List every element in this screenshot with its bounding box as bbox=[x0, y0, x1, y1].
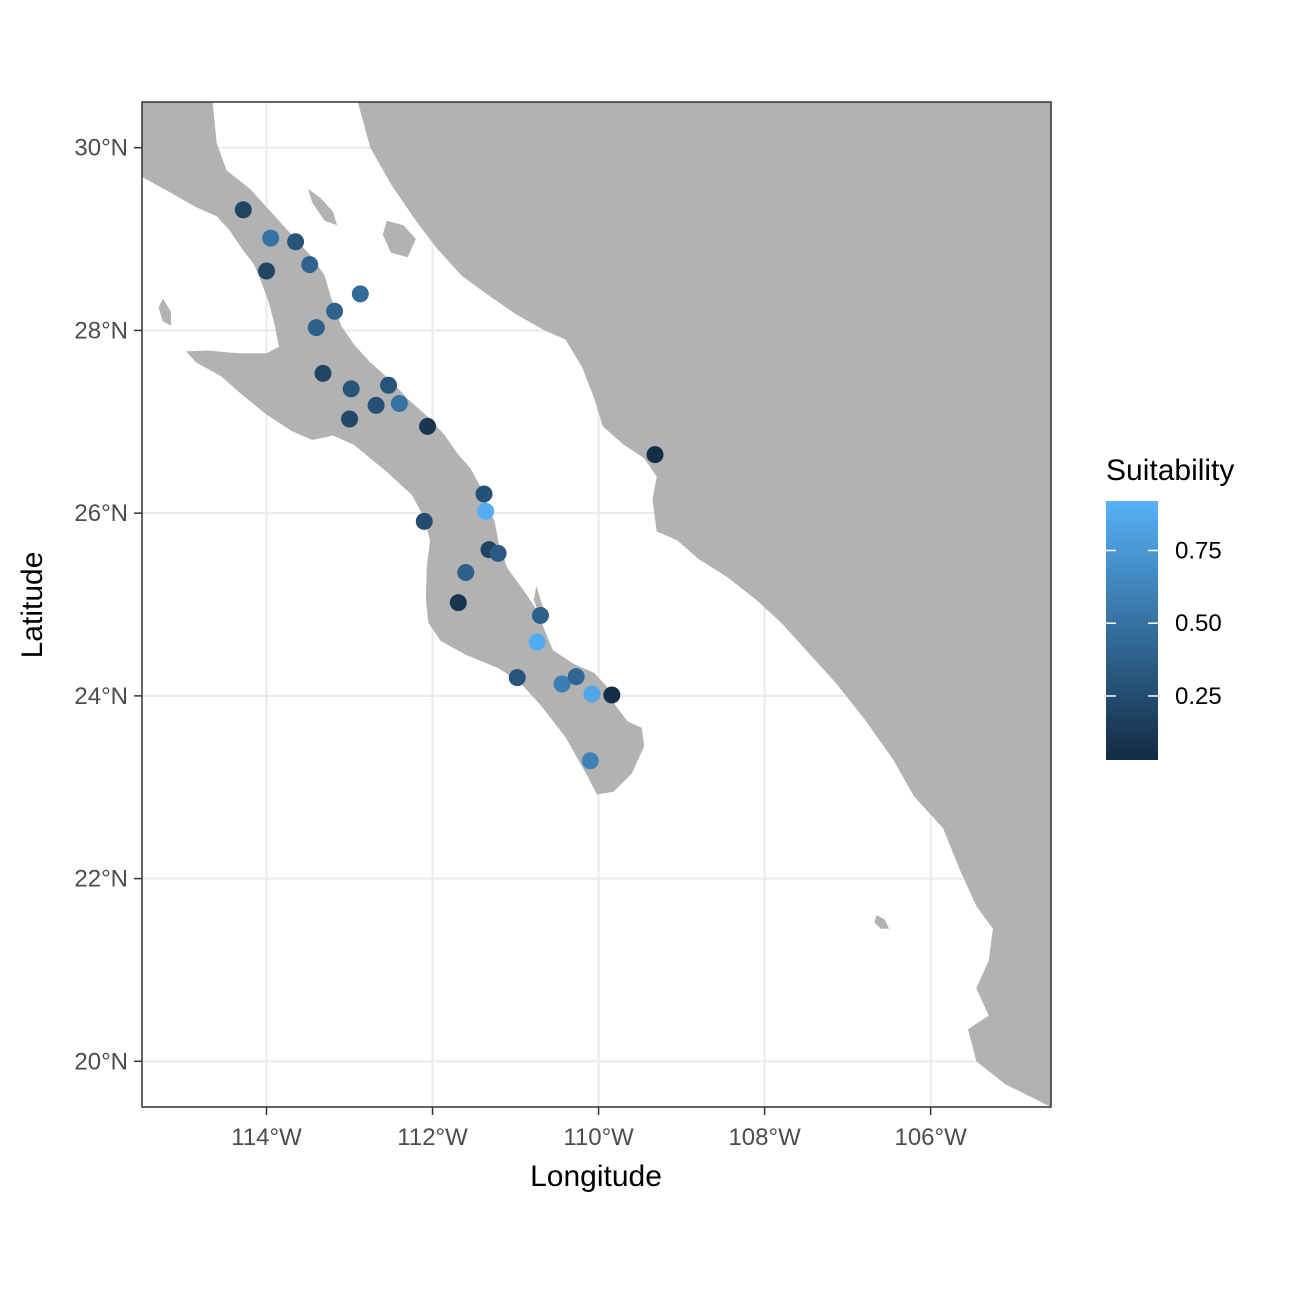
x-axis-title: Longitude bbox=[530, 1160, 662, 1193]
land-isla-angel-de-la-guarda bbox=[308, 188, 338, 226]
x-tick-label-1: 112°W bbox=[397, 1124, 468, 1151]
data-point-9 bbox=[342, 380, 360, 398]
data-point-6 bbox=[326, 302, 344, 320]
data-point-14 bbox=[419, 417, 437, 435]
data-point-12 bbox=[390, 395, 408, 412]
data-point-13 bbox=[341, 410, 359, 428]
legend-tick-label-0: 0.25 bbox=[1175, 683, 1222, 710]
data-point-0 bbox=[234, 201, 252, 219]
plot-panel-border bbox=[141, 101, 1052, 1108]
data-point-11 bbox=[367, 396, 385, 414]
land-islas-marias bbox=[874, 915, 890, 929]
data-point-5 bbox=[351, 285, 369, 303]
x-tick-label-2: 110°W bbox=[563, 1124, 634, 1151]
x-tick-label-4: 106°W bbox=[894, 1124, 967, 1151]
data-point-4 bbox=[301, 256, 319, 274]
y-axis-title: Latitude bbox=[16, 552, 49, 659]
data-point-3 bbox=[258, 262, 276, 280]
legend-ticks: 0.25 0.50 0.75 bbox=[1106, 537, 1222, 710]
data-point-30 bbox=[646, 446, 664, 464]
data-point-29 bbox=[581, 752, 599, 770]
land-isla-tiburon bbox=[382, 220, 416, 258]
x-axis: 114°W 112°W 110°W 108°W 106°W bbox=[231, 1107, 967, 1151]
y-tick-label-2: 24°N bbox=[74, 683, 128, 710]
land-isla-cedros bbox=[158, 298, 172, 326]
data-point-8 bbox=[314, 364, 332, 382]
data-point-25 bbox=[553, 675, 571, 693]
data-point-19 bbox=[489, 544, 507, 562]
legend: Suitability 0.25 0.50 0.75 bbox=[1106, 454, 1234, 760]
data-point-22 bbox=[531, 606, 549, 624]
legend-title: Suitability bbox=[1106, 454, 1234, 487]
data-point-27 bbox=[583, 685, 601, 703]
y-axis: 20°N 22°N 24°N 26°N 28°N 30°N bbox=[74, 135, 142, 1075]
data-point-23 bbox=[528, 633, 546, 651]
x-tick-label-3: 108°W bbox=[728, 1124, 801, 1151]
data-point-7 bbox=[307, 319, 325, 337]
data-point-28 bbox=[603, 686, 621, 704]
data-point-15 bbox=[475, 485, 493, 503]
land-mainland-mexico bbox=[357, 102, 1051, 1107]
data-point-16 bbox=[477, 502, 495, 520]
x-tick-label-0: 114°W bbox=[231, 1124, 302, 1151]
y-tick-label-4: 28°N bbox=[74, 317, 128, 344]
points-layer bbox=[234, 201, 664, 770]
y-tick-label-0: 20°N bbox=[74, 1048, 128, 1075]
data-point-21 bbox=[449, 594, 467, 612]
data-point-2 bbox=[287, 233, 305, 251]
data-point-26 bbox=[567, 668, 585, 686]
data-point-24 bbox=[508, 669, 526, 687]
data-point-1 bbox=[262, 229, 280, 247]
data-point-17 bbox=[415, 512, 433, 530]
legend-colorbar bbox=[1106, 501, 1158, 760]
data-point-20 bbox=[457, 564, 475, 582]
y-tick-label-3: 26°N bbox=[74, 500, 128, 527]
y-tick-label-5: 30°N bbox=[74, 135, 128, 162]
data-point-10 bbox=[380, 376, 398, 394]
legend-tick-label-1: 0.50 bbox=[1175, 610, 1222, 637]
legend-tick-label-2: 0.75 bbox=[1175, 537, 1222, 564]
y-tick-label-1: 22°N bbox=[74, 866, 128, 893]
